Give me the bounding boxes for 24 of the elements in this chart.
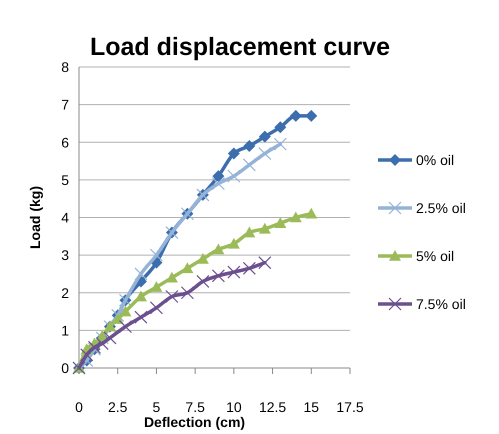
legend-label: 5% oil — [416, 248, 454, 264]
y-tick-label: 0 — [61, 360, 70, 376]
x-axis-title: Deflection (cm) — [144, 414, 246, 430]
x-tick-label: 2.5 — [108, 399, 128, 415]
y-axis-title: Load (kg) — [27, 186, 43, 249]
x-tick-label: 17.5 — [336, 399, 364, 415]
legend-label: 0% oil — [416, 152, 454, 168]
x-tick-label: 10 — [226, 399, 242, 415]
legend-label: 7.5% oil — [416, 296, 466, 312]
x-tick-label: 12.5 — [258, 399, 286, 415]
y-tick-label: 2 — [61, 284, 70, 301]
y-tick-label: 3 — [61, 247, 70, 264]
x-tick-label: 7.5 — [185, 399, 206, 415]
y-tick-label: 7 — [61, 96, 70, 113]
y-tick-label: 4 — [61, 210, 70, 226]
x-tick-label: 15 — [303, 399, 320, 415]
chart-title: Load displacement curve — [90, 33, 390, 61]
x-tick-label: 5 — [152, 399, 161, 415]
y-tick-label: 6 — [61, 134, 70, 150]
y-tick-label: 5 — [61, 172, 70, 188]
y-tick-label: 1 — [61, 322, 70, 338]
legend-label: 2.5% oil — [416, 200, 466, 216]
y-tick-label: 8 — [61, 59, 70, 75]
x-tick-label: 0 — [75, 399, 84, 415]
